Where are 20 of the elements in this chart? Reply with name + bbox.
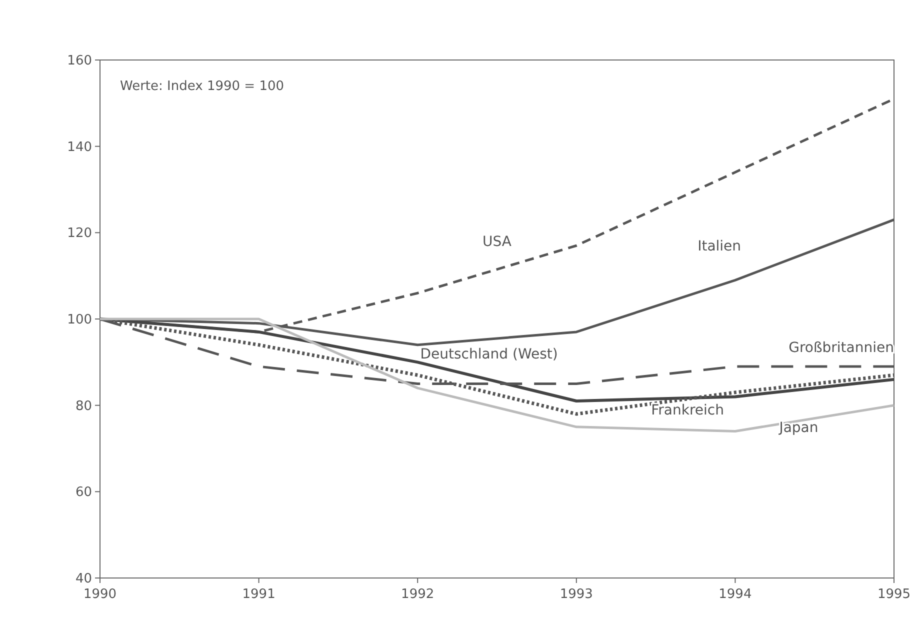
x-tick-label: 1991 — [242, 587, 276, 602]
annotation: Werte: Index 1990 = 100 — [120, 79, 284, 94]
x-tick-label: 1992 — [401, 587, 434, 602]
series-label: Frankreich — [651, 402, 724, 419]
y-tick-label: 160 — [67, 54, 92, 69]
x-tick-label: 1993 — [560, 587, 593, 602]
y-tick-label: 40 — [75, 572, 92, 587]
x-tick-label: 1994 — [718, 587, 752, 602]
series-label: Italien — [698, 238, 742, 255]
series-label: USA — [482, 234, 512, 250]
series-label: Deutschland (West) — [420, 346, 558, 362]
y-tick-label: 80 — [75, 398, 92, 414]
x-tick-label: 1995 — [877, 587, 911, 602]
series-label: Großbritannien — [788, 340, 894, 356]
x-tick-label: 1990 — [83, 587, 117, 602]
y-tick-label: 60 — [75, 485, 92, 500]
series-label: Japan — [778, 420, 818, 436]
y-tick-label: 100 — [67, 312, 92, 328]
y-tick-label: 140 — [67, 140, 92, 155]
y-tick-label: 120 — [67, 226, 92, 242]
